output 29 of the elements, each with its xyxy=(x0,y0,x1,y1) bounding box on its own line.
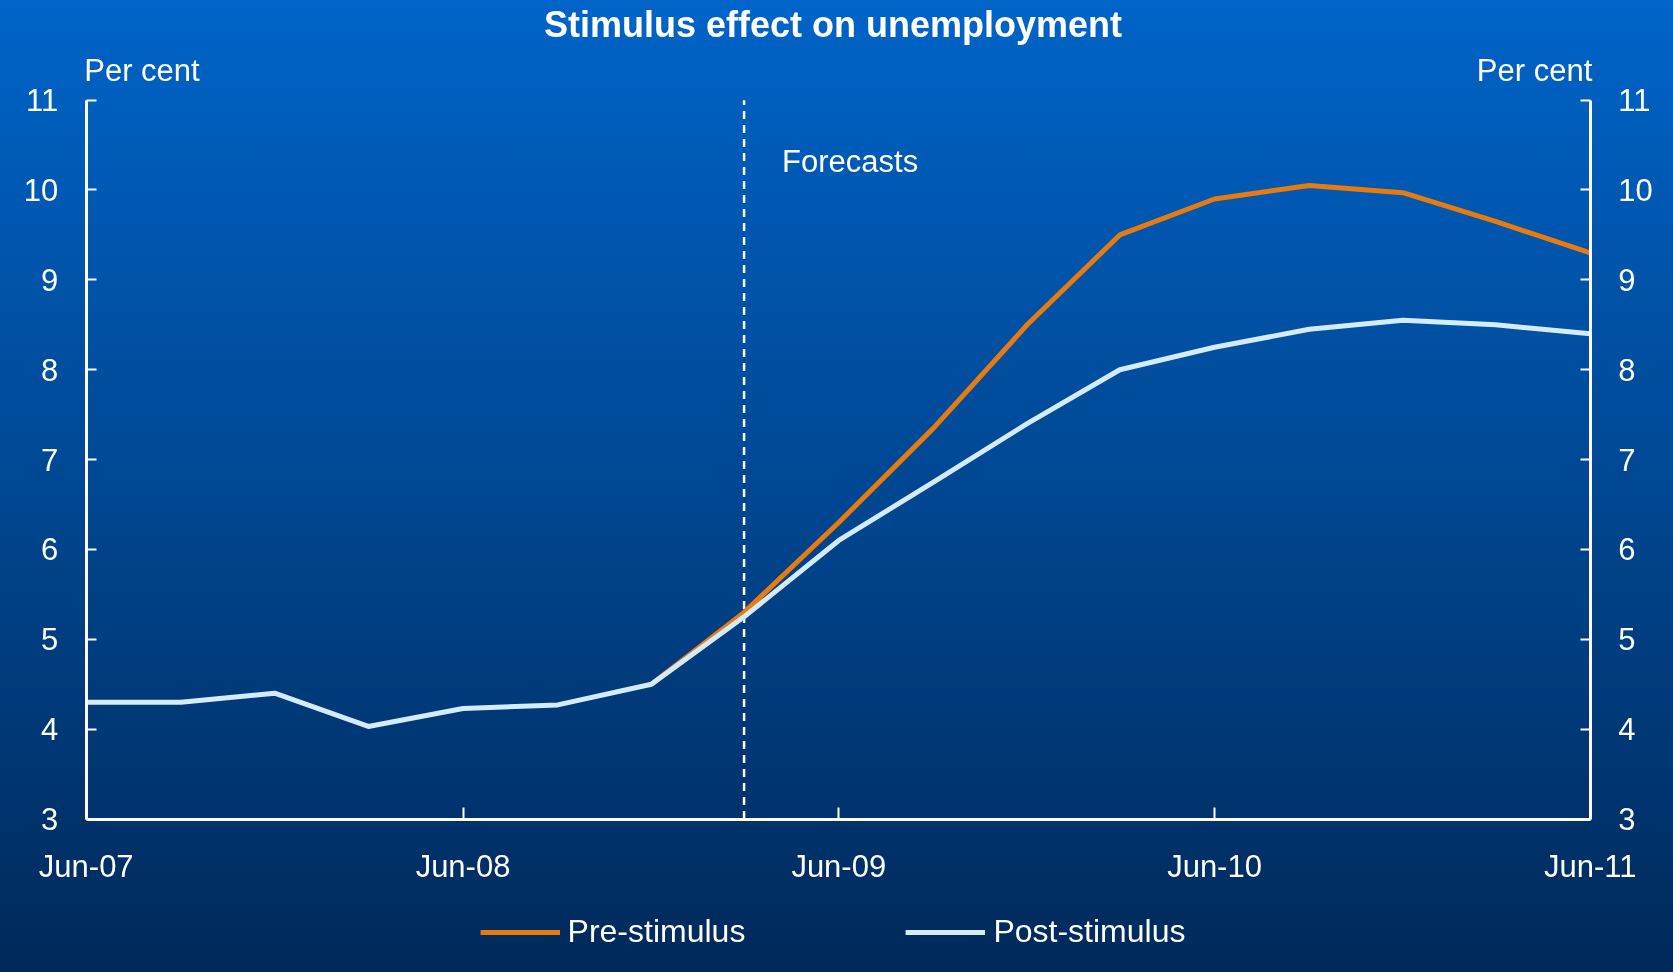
y-tick-label: 5 xyxy=(40,622,59,658)
y2-tick-label: 9 xyxy=(1618,262,1636,298)
y-tick-label: 3 xyxy=(40,802,59,838)
y2-tick-label: 10 xyxy=(1618,173,1653,208)
y-tick-label: 9 xyxy=(40,262,59,298)
y2-axis-title: Per cent xyxy=(1476,53,1593,89)
y2-tick-label: 4 xyxy=(1618,712,1636,748)
ref-line-label: Forecasts xyxy=(782,144,919,180)
y-tick-label: 6 xyxy=(40,532,59,568)
y2-tick-label: 3 xyxy=(1618,802,1636,838)
x-tick-label: Jun-10 xyxy=(1167,849,1262,885)
chart-title: Stimulus effect on unemployment xyxy=(543,3,1123,45)
y-tick-label: 10 xyxy=(23,173,59,208)
y-tick-label: 7 xyxy=(40,442,59,478)
y2-tick-label: 8 xyxy=(1618,352,1636,388)
legend-label: Post-stimulus xyxy=(993,913,1186,950)
x-tick-label: Jun-08 xyxy=(415,849,511,885)
x-tick-label: Jun-09 xyxy=(791,849,887,885)
y2-tick-label: 7 xyxy=(1618,442,1636,478)
y2-tick-label: 11 xyxy=(1618,83,1651,119)
x-tick-label: Jun-11 xyxy=(1544,849,1637,885)
legend-label: Pre-stimulus xyxy=(567,913,746,950)
y-tick-label: 11 xyxy=(26,83,59,119)
y-tick-label: 8 xyxy=(40,352,59,388)
y2-tick-label: 6 xyxy=(1618,532,1636,568)
y-axis-title: Per cent xyxy=(84,53,201,89)
x-tick-label: Jun-07 xyxy=(38,849,134,885)
y2-tick-label: 5 xyxy=(1618,622,1636,658)
y-tick-label: 4 xyxy=(40,712,59,748)
